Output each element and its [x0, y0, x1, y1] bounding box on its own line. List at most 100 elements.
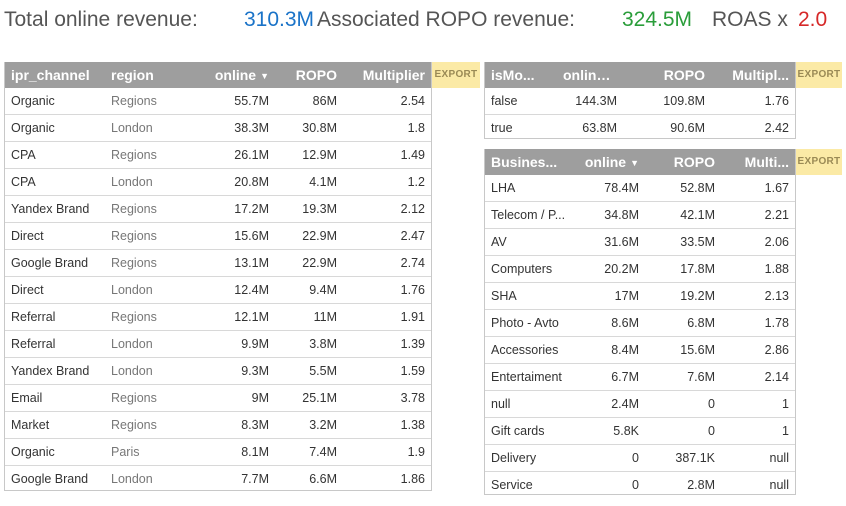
table-cell: Accessories — [485, 336, 577, 364]
table-cell: Email — [5, 384, 105, 412]
column-header-is-mobile[interactable]: isMo... — [485, 62, 557, 88]
table-cell: 34.8M — [577, 201, 645, 229]
business-table: Busines... online ▼ ROPO Multi... LHA 78.4… — [485, 149, 795, 498]
table-row[interactable]: Yandex Brand Regions 17.2M 19.3M 2.12 — [5, 195, 431, 223]
mobile-table: isMo... online ▼ ROPO Multipl... false 144… — [485, 62, 795, 141]
column-header-ropo[interactable]: ROPO — [275, 62, 343, 88]
table-row[interactable]: Referral London 9.9M 3.8M 1.39 — [5, 330, 431, 358]
table-row[interactable]: Direct Regions 15.6M 22.9M 2.47 — [5, 222, 431, 250]
table-cell: 15.6M — [645, 336, 721, 364]
table-row[interactable]: Direct London 12.4M 9.4M 1.76 — [5, 276, 431, 304]
table-row[interactable]: true 63.8M 90.6M 2.42 — [485, 114, 795, 141]
table-row[interactable]: Yandex Brand London 9.3M 5.5M 1.59 — [5, 357, 431, 385]
table-cell: 2.14 — [721, 363, 795, 391]
table-cell: CPA — [5, 141, 105, 169]
table-cell: 17.8M — [645, 255, 721, 283]
table-cell: 1.39 — [343, 330, 431, 358]
table-cell: 86M — [312, 94, 337, 108]
table-cell: 42.1M — [645, 201, 721, 229]
column-header-online[interactable]: online ▼ — [577, 149, 645, 175]
column-header-region[interactable]: region — [105, 62, 193, 88]
table-row[interactable]: Service 0 2.8M null — [485, 471, 795, 498]
table-cell: Regions — [105, 222, 193, 250]
table-cell: 2.4M — [577, 390, 645, 418]
column-header-online-label: online — [584, 154, 627, 170]
table-row[interactable]: false 144.3M 109.8M 1.76 — [485, 88, 795, 115]
caret-down-icon[interactable]: ▼ — [260, 71, 269, 82]
table-cell: Referral — [5, 330, 105, 358]
column-header-online[interactable]: online ▼ — [193, 62, 275, 88]
column-header-ropo[interactable]: ROPO — [645, 149, 721, 175]
export-button-mobile[interactable]: EXPORT — [796, 62, 842, 88]
export-button-business[interactable]: EXPORT — [796, 149, 842, 175]
table-cell: LHA — [491, 181, 516, 195]
table-cell: 20.8M — [193, 168, 275, 196]
table-cell: 2.06 — [721, 228, 795, 256]
table-cell: null — [721, 471, 795, 498]
table-row[interactable]: null 2.4M 0 1 — [485, 390, 795, 418]
table-cell: London — [105, 114, 193, 142]
channel-table: ipr_channel region online ▼ ROPO Multipli… — [5, 62, 431, 492]
table-row[interactable]: SHA 17M 19.2M 2.13 — [485, 282, 795, 310]
table-cell: London — [105, 465, 193, 492]
table-cell: 52.8M — [680, 181, 715, 195]
table-cell: 20.2M — [577, 255, 645, 283]
table-cell: 1.88 — [721, 255, 795, 283]
table-cell: 55.7M — [234, 94, 269, 108]
table-row[interactable]: Google Brand Regions 13.1M 22.9M 2.74 — [5, 249, 431, 277]
table-row[interactable]: LHA 78.4M 52.8M 1.67 — [485, 175, 795, 202]
table-row[interactable]: Delivery 0 387.1K null — [485, 444, 795, 472]
table-row[interactable]: Google Brand London 7.7M 6.6M 1.86 — [5, 465, 431, 492]
table-cell: London — [105, 168, 193, 196]
table-row[interactable]: AV 31.6M 33.5M 2.06 — [485, 228, 795, 256]
table-cell: Delivery — [485, 444, 577, 472]
table-row[interactable]: Computers 20.2M 17.8M 1.88 — [485, 255, 795, 283]
table-row[interactable]: Organic Regions 55.7M 86M 2.54 — [5, 88, 431, 115]
table-row[interactable]: Gift cards 5.8K 0 1 — [485, 417, 795, 445]
table-row[interactable]: Accessories 8.4M 15.6M 2.86 — [485, 336, 795, 364]
table-cell: Regions — [111, 94, 157, 108]
column-header-multiplier[interactable]: Multiplier — [343, 62, 431, 88]
table-cell: 78.4M — [604, 181, 639, 195]
table-row[interactable]: CPA London 20.8M 4.1M 1.2 — [5, 168, 431, 196]
roas-value: 2.0 — [798, 8, 828, 31]
table-cell: 3.2M — [275, 411, 343, 439]
table-row[interactable]: Market Regions 8.3M 3.2M 1.38 — [5, 411, 431, 439]
table-cell: 2.42 — [711, 114, 795, 141]
table-cell: 15.6M — [193, 222, 275, 250]
column-header-ipr-channel[interactable]: ipr_channel — [5, 62, 105, 88]
table-cell: 1.76 — [764, 94, 789, 108]
table-cell: Organic — [5, 114, 105, 142]
table-cell: 5.8K — [577, 417, 645, 445]
column-header-ropo[interactable]: ROPO — [623, 62, 711, 88]
column-header-multiplier[interactable]: Multipl... — [711, 62, 795, 88]
column-header-online-label: online — [563, 67, 605, 83]
table-row[interactable]: Email Regions 9M 25.1M 3.78 — [5, 384, 431, 412]
table-cell: Google Brand — [5, 465, 105, 492]
table-cell: Regions — [105, 384, 193, 412]
table-cell: 17.2M — [193, 195, 275, 223]
table-cell: 4.1M — [275, 168, 343, 196]
caret-down-icon[interactable]: ▼ — [630, 158, 639, 169]
table-cell: Gift cards — [485, 417, 577, 445]
table-cell: 13.1M — [193, 249, 275, 277]
table-row[interactable]: Entertaiment 6.7M 7.6M 2.14 — [485, 363, 795, 391]
column-header-multiplier[interactable]: Multi... — [721, 149, 795, 175]
table-cell: 0 — [645, 417, 721, 445]
column-header-business[interactable]: Busines... — [485, 149, 577, 175]
table-cell: 90.6M — [623, 114, 711, 141]
table-row[interactable]: Referral Regions 12.1M 11M 1.91 — [5, 303, 431, 331]
table-row[interactable]: Telecom / P... 34.8M 42.1M 2.21 — [485, 201, 795, 229]
table-cell: Regions — [105, 411, 193, 439]
table-cell: Yandex Brand — [5, 195, 105, 223]
table-cell: 31.6M — [577, 228, 645, 256]
table-row[interactable]: Photo - Avto 8.6M 6.8M 1.78 — [485, 309, 795, 337]
table-row[interactable]: CPA Regions 26.1M 12.9M 1.49 — [5, 141, 431, 169]
table-cell: Photo - Avto — [485, 309, 577, 337]
table-cell: Organic — [11, 94, 55, 108]
column-header-online[interactable]: online ▼ — [557, 62, 623, 88]
export-button-channel[interactable]: EXPORT — [432, 62, 480, 88]
table-cell: Regions — [105, 195, 193, 223]
table-row[interactable]: Organic Paris 8.1M 7.4M 1.9 — [5, 438, 431, 466]
table-row[interactable]: Organic London 38.3M 30.8M 1.8 — [5, 114, 431, 142]
